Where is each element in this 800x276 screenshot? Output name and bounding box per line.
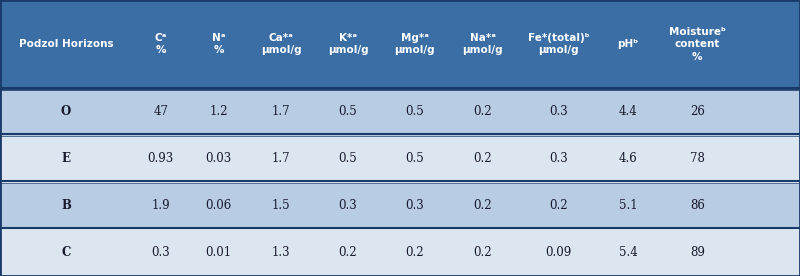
Text: 0.03: 0.03 bbox=[206, 152, 231, 165]
Text: 0.09: 0.09 bbox=[546, 246, 572, 259]
Text: 0.3: 0.3 bbox=[550, 105, 568, 118]
Text: Mg*ᵃ
μmol/g: Mg*ᵃ μmol/g bbox=[394, 33, 435, 55]
Text: 26: 26 bbox=[690, 105, 705, 118]
Text: 0.2: 0.2 bbox=[474, 105, 492, 118]
Text: 0.2: 0.2 bbox=[550, 199, 568, 212]
Bar bbox=[0, 91, 800, 135]
Text: 4.4: 4.4 bbox=[618, 105, 638, 118]
Text: C: C bbox=[62, 246, 70, 259]
Text: 0.93: 0.93 bbox=[148, 152, 174, 165]
Bar bbox=[0, 229, 800, 276]
Text: 0.5: 0.5 bbox=[406, 152, 424, 165]
Text: 0.01: 0.01 bbox=[206, 246, 231, 259]
Text: 0.2: 0.2 bbox=[338, 246, 358, 259]
Text: Cᵃ
%: Cᵃ % bbox=[154, 33, 167, 55]
Text: Nᵃ
%: Nᵃ % bbox=[212, 33, 225, 55]
Text: Moistureᵇ
content
%: Moistureᵇ content % bbox=[669, 27, 726, 62]
Text: 78: 78 bbox=[690, 152, 705, 165]
Text: 1.2: 1.2 bbox=[209, 105, 228, 118]
Text: 1.9: 1.9 bbox=[151, 199, 170, 212]
Text: 0.5: 0.5 bbox=[406, 105, 424, 118]
Text: 1.7: 1.7 bbox=[272, 152, 290, 165]
Bar bbox=[0, 137, 800, 182]
Text: K*ᵃ
μmol/g: K*ᵃ μmol/g bbox=[328, 33, 368, 55]
Text: 1.3: 1.3 bbox=[272, 246, 290, 259]
Text: 0.06: 0.06 bbox=[206, 199, 231, 212]
Text: pHᵇ: pHᵇ bbox=[618, 39, 638, 49]
Text: 0.3: 0.3 bbox=[550, 152, 568, 165]
Text: Na*ᵃ
μmol/g: Na*ᵃ μmol/g bbox=[462, 33, 503, 55]
Text: 0.2: 0.2 bbox=[406, 246, 424, 259]
Text: Podzol Horizons: Podzol Horizons bbox=[18, 39, 114, 49]
Text: 0.3: 0.3 bbox=[338, 199, 358, 212]
Text: 0.2: 0.2 bbox=[474, 152, 492, 165]
Text: 5.4: 5.4 bbox=[618, 246, 638, 259]
Bar bbox=[0, 184, 800, 229]
Bar bbox=[0, 0, 800, 88]
Text: 0.2: 0.2 bbox=[474, 246, 492, 259]
Text: 89: 89 bbox=[690, 246, 705, 259]
Text: 0.3: 0.3 bbox=[406, 199, 424, 212]
Text: 47: 47 bbox=[154, 105, 168, 118]
Text: 0.3: 0.3 bbox=[151, 246, 170, 259]
Text: Ca*ᵃ
μmol/g: Ca*ᵃ μmol/g bbox=[261, 33, 302, 55]
Text: 1.5: 1.5 bbox=[272, 199, 290, 212]
Text: 1.7: 1.7 bbox=[272, 105, 290, 118]
Text: 0.5: 0.5 bbox=[338, 152, 358, 165]
Text: B: B bbox=[61, 199, 71, 212]
Text: E: E bbox=[62, 152, 70, 165]
Text: 0.2: 0.2 bbox=[474, 199, 492, 212]
Text: O: O bbox=[61, 105, 71, 118]
Text: 5.1: 5.1 bbox=[618, 199, 638, 212]
Text: Fe*(total)ᵇ
μmol/g: Fe*(total)ᵇ μmol/g bbox=[528, 33, 590, 55]
Text: 4.6: 4.6 bbox=[618, 152, 638, 165]
Text: 0.5: 0.5 bbox=[338, 105, 358, 118]
Text: 86: 86 bbox=[690, 199, 705, 212]
